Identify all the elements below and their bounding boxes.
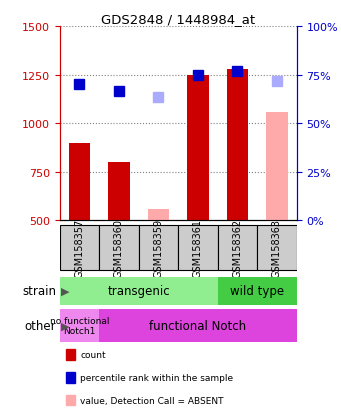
Bar: [218, 225, 257, 271]
Bar: [148, 209, 169, 221]
Bar: [60, 277, 218, 305]
Text: functional Notch: functional Notch: [149, 319, 247, 332]
Text: count: count: [80, 350, 106, 359]
Text: wild type: wild type: [230, 285, 284, 297]
Bar: [257, 225, 297, 271]
Bar: [187, 75, 209, 221]
Bar: [60, 309, 99, 342]
Bar: [139, 225, 178, 271]
Bar: [69, 143, 90, 221]
Title: GDS2848 / 1448984_at: GDS2848 / 1448984_at: [101, 13, 255, 26]
Bar: [266, 112, 288, 221]
Text: transgenic: transgenic: [107, 285, 170, 297]
Text: GSM158362: GSM158362: [233, 218, 242, 277]
Bar: [99, 225, 139, 271]
Text: value, Detection Call = ABSENT: value, Detection Call = ABSENT: [80, 396, 224, 405]
Bar: [218, 277, 297, 305]
Text: GSM158357: GSM158357: [74, 218, 85, 278]
Text: GSM158359: GSM158359: [153, 218, 163, 277]
Text: GSM158363: GSM158363: [272, 218, 282, 277]
Text: ▶: ▶: [61, 321, 70, 331]
Bar: [108, 163, 130, 221]
Text: strain: strain: [22, 285, 56, 297]
Text: percentile rank within the sample: percentile rank within the sample: [80, 373, 233, 382]
Bar: [178, 225, 218, 271]
Bar: [99, 309, 297, 342]
Bar: [60, 225, 99, 271]
Text: no functional
Notch1: no functional Notch1: [50, 316, 109, 335]
Bar: [226, 69, 248, 221]
Text: ▶: ▶: [61, 286, 70, 296]
Text: GSM158361: GSM158361: [193, 218, 203, 277]
Text: other: other: [25, 319, 56, 332]
Text: GSM158360: GSM158360: [114, 218, 124, 277]
